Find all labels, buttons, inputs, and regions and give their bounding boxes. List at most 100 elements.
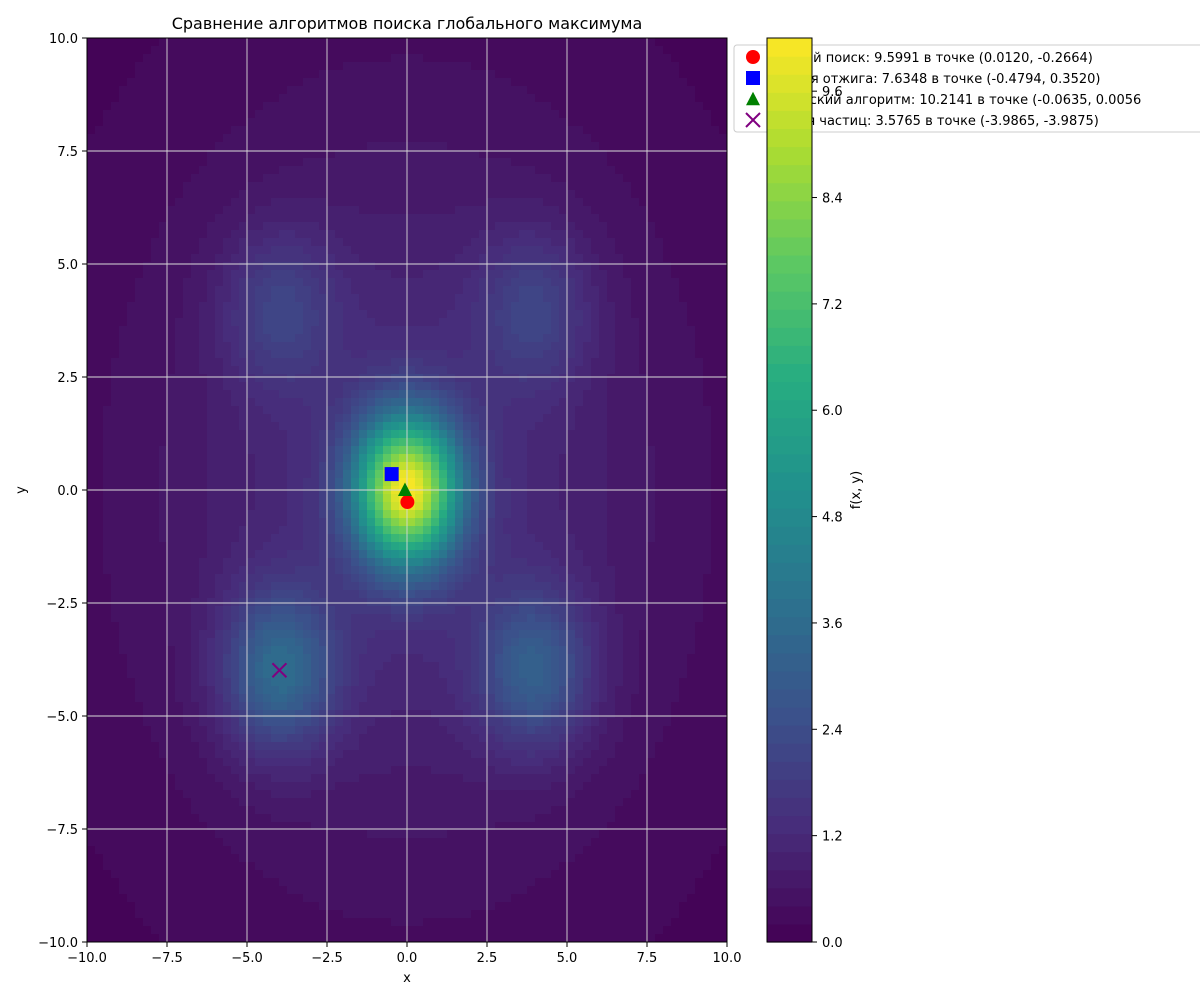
x-axis-label: x bbox=[403, 971, 411, 986]
colorbar-band bbox=[767, 417, 812, 437]
x-tick-label: −5.0 bbox=[231, 951, 263, 966]
x-tick-label: 5.0 bbox=[557, 951, 578, 966]
y-tick-label: −10.0 bbox=[38, 936, 78, 951]
colorbar-band bbox=[767, 725, 812, 744]
y-tick-label: 5.0 bbox=[57, 258, 78, 273]
legend-marker bbox=[746, 91, 760, 106]
colorbar-band bbox=[767, 254, 812, 274]
colorbar-band bbox=[767, 236, 812, 256]
colorbar-band bbox=[767, 743, 812, 762]
colorbar-band bbox=[767, 74, 812, 93]
x-tick-label: −7.5 bbox=[151, 951, 183, 966]
colorbar-band bbox=[767, 652, 812, 672]
legend-marker bbox=[746, 50, 760, 64]
y-tick-label: −7.5 bbox=[46, 823, 78, 838]
y-axis-label: y bbox=[14, 486, 29, 494]
colorbar-band bbox=[767, 797, 812, 817]
x-tick-label: −10.0 bbox=[67, 951, 107, 966]
colorbar-band bbox=[767, 381, 812, 401]
colorbar-band bbox=[767, 508, 812, 527]
colorbar-band bbox=[767, 471, 812, 491]
y-tick-label: 2.5 bbox=[57, 371, 78, 386]
colorbar-band bbox=[767, 905, 812, 925]
legend-label: тический алгоритм: 10.2141 в точке (-0.0… bbox=[778, 93, 1141, 108]
colorbar-tick-label: 8.4 bbox=[822, 192, 843, 207]
colorbar-band bbox=[767, 309, 812, 328]
colorbar-tick-label: 6.0 bbox=[822, 404, 843, 419]
y-tick-label: 0.0 bbox=[57, 484, 78, 499]
legend-label: айный поиск: 9.5991 в точке (0.0120, -0.… bbox=[778, 51, 1093, 66]
random-search-marker bbox=[400, 495, 415, 510]
colorbar-band bbox=[767, 887, 812, 907]
colorbar-band bbox=[767, 128, 812, 148]
legend-label: д роя частиц: 3.5765 в точке (-3.9865, -… bbox=[778, 114, 1099, 129]
colorbar-tick-label: 4.8 bbox=[822, 511, 843, 526]
colorbar-band bbox=[767, 273, 812, 292]
colorbar-band bbox=[767, 815, 812, 835]
colorbar-band bbox=[767, 38, 812, 57]
colorbar-band bbox=[767, 363, 812, 383]
colorbar-band bbox=[767, 544, 812, 563]
y-tick-label: −2.5 bbox=[46, 597, 78, 612]
legend-entry: д роя частиц: 3.5765 в точке (-3.9865, -… bbox=[745, 112, 1099, 129]
x-tick-label: 0.0 bbox=[397, 951, 418, 966]
colorbar-tick-label: 2.4 bbox=[822, 723, 843, 738]
colorbar-band bbox=[767, 435, 812, 455]
colorbar-tick-label: 7.2 bbox=[822, 298, 843, 313]
colorbar-band bbox=[767, 851, 812, 871]
colorbar-band bbox=[767, 399, 812, 419]
colorbar-band bbox=[767, 110, 812, 129]
colorbar-band bbox=[767, 327, 812, 346]
contour-surface bbox=[87, 38, 727, 942]
x-tick-label: −2.5 bbox=[311, 951, 343, 966]
colorbar-band bbox=[767, 706, 812, 726]
colorbar-band bbox=[767, 92, 812, 111]
colorbar-band bbox=[767, 345, 812, 365]
colorbar-band bbox=[767, 56, 812, 75]
colorbar-band bbox=[767, 580, 812, 600]
colorbar-band bbox=[767, 182, 812, 202]
colorbar-band bbox=[767, 146, 812, 166]
legend-entry: тический алгоритм: 10.2141 в точке (-0.0… bbox=[746, 91, 1141, 108]
particle-swarm-marker bbox=[271, 662, 288, 678]
legend-entry: айный поиск: 9.5991 в точке (0.0120, -0.… bbox=[746, 50, 1093, 66]
colorbar-band bbox=[767, 562, 812, 581]
colorbar-tick-label: 3.6 bbox=[822, 617, 843, 632]
colorbar-tick-label: 9.6 bbox=[822, 85, 843, 100]
colorbar-band bbox=[767, 923, 812, 943]
colorbar-band bbox=[767, 200, 812, 220]
colorbar-band bbox=[767, 453, 812, 473]
chart-title: Сравнение алгоритмов поиска глобального … bbox=[172, 14, 643, 33]
colorbar-tick-label: 0.0 bbox=[822, 936, 843, 951]
colorbar-band bbox=[767, 291, 812, 310]
colorbar-band bbox=[767, 833, 812, 853]
legend-box bbox=[733, 44, 1200, 133]
legend-entry: тация отжига: 7.6348 в точке (-0.4794, 0… bbox=[746, 71, 1100, 87]
simulated-annealing-marker bbox=[384, 467, 399, 482]
colorbar-band bbox=[767, 761, 812, 780]
colorbar-band bbox=[767, 616, 812, 636]
y-tick-label: −5.0 bbox=[46, 710, 78, 725]
colorbar-band bbox=[767, 164, 812, 184]
colorbar-band bbox=[767, 490, 812, 509]
colorbar-band bbox=[767, 598, 812, 618]
legend-label: тация отжига: 7.6348 в точке (-0.4794, 0… bbox=[778, 72, 1100, 87]
colorbar-tick-label: 1.2 bbox=[822, 830, 843, 845]
y-tick-label: 7.5 bbox=[57, 145, 78, 160]
legend-marker bbox=[745, 112, 761, 128]
colorbar-band bbox=[767, 218, 812, 238]
y-tick-label: 10.0 bbox=[49, 32, 78, 47]
x-axis-ticks: −10.0 −7.5 −5.0 −2.5 0.0 2.5 5.0 7.5 10.0 bbox=[67, 942, 741, 966]
x-tick-label: 2.5 bbox=[477, 951, 498, 966]
legend: айный поиск: 9.5991 в точке (0.0120, -0.… bbox=[733, 44, 1200, 133]
x-tick-label: 10.0 bbox=[713, 951, 742, 966]
colorbar-label: f(x, y) bbox=[849, 471, 864, 509]
colorbar-frame bbox=[766, 37, 813, 943]
colorbar-band bbox=[767, 779, 812, 798]
colorbar-band bbox=[767, 670, 812, 690]
legend-marker bbox=[746, 71, 760, 85]
colorbar-band bbox=[767, 869, 812, 889]
marker-layer bbox=[271, 467, 415, 678]
x-tick-label: 7.5 bbox=[637, 951, 658, 966]
